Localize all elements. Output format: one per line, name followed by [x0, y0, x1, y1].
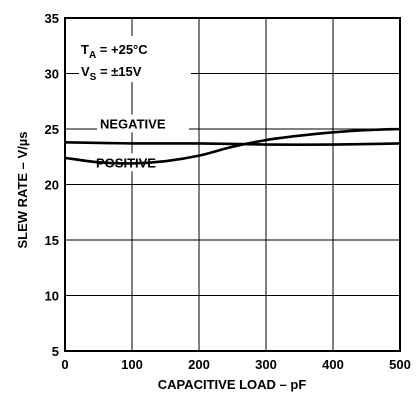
condition-vs: VS = ±15V: [81, 64, 142, 83]
y-tick-label: 20: [45, 178, 59, 193]
y-tick-label: 15: [45, 233, 59, 248]
x-tick-label: 200: [188, 357, 210, 372]
condition-ta: TA = +25°C: [81, 42, 148, 61]
x-tick-label: 500: [389, 357, 411, 372]
series-label-positive: POSITIVE: [96, 155, 156, 170]
y-tick-label: 5: [52, 344, 59, 359]
x-axis-title: CAPACITIVE LOAD – pF: [158, 377, 307, 392]
x-tick-label: 0: [61, 357, 68, 372]
x-tick-label: 300: [255, 357, 277, 372]
y-axis-title: SLEW RATE – V/µs: [15, 131, 30, 248]
x-tick-label: 400: [322, 357, 344, 372]
conditions-box: [79, 36, 191, 82]
y-tick-label: 25: [45, 122, 59, 137]
y-tick-label: 30: [45, 67, 59, 82]
series-line-positive: [64, 127, 401, 165]
x-tick-label: 100: [121, 357, 143, 372]
y-tick-label: 35: [45, 11, 59, 26]
series-label-negative: NEGATIVE: [100, 116, 166, 131]
negative-label-box: [97, 114, 189, 133]
annotations: TA = +25°C VS = ±15V NEGATIVE POSITIVE: [81, 42, 166, 170]
series-lines: [64, 127, 401, 165]
plot-frame: [64, 17, 401, 352]
tick-labels: 5 10 15 20 25 30 35 0 100 200 300 400 500: [45, 11, 411, 372]
y-tick-label: 10: [45, 289, 59, 304]
series-line-negative: [64, 141, 401, 146]
plot-border: [64, 17, 401, 352]
